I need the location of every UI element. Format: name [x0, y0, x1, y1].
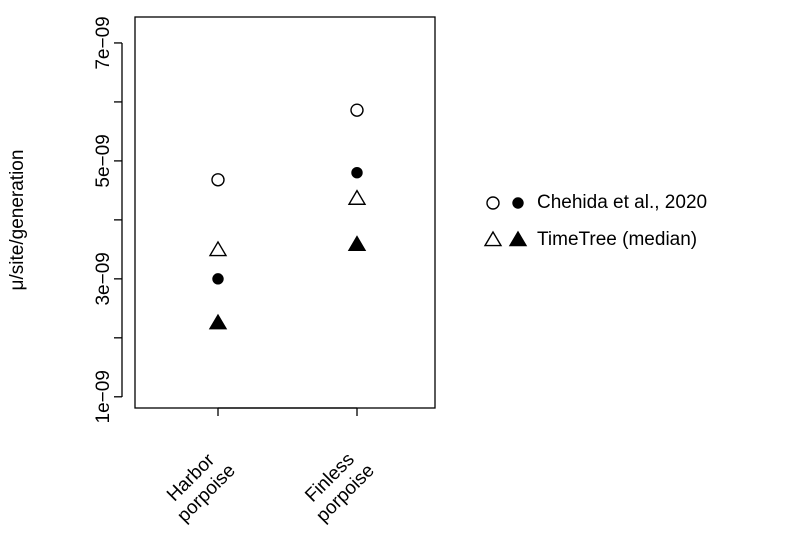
point — [347, 235, 367, 251]
y-tick-label: 7e−09 — [93, 16, 114, 69]
legend-label: TimeTree (median) — [537, 229, 697, 250]
legend-symbol — [483, 230, 503, 247]
legend-symbol — [508, 230, 528, 247]
legend-label: Chehida et al., 2020 — [537, 192, 707, 213]
point — [351, 166, 363, 179]
point — [212, 273, 224, 285]
point — [208, 313, 228, 330]
legend-symbol — [512, 197, 524, 209]
y-tick-label: 3e−09 — [93, 252, 114, 305]
legend-symbol — [486, 196, 500, 210]
y-axis-title: μ/site/generation — [7, 150, 28, 291]
point — [347, 189, 367, 205]
point — [350, 103, 364, 117]
point — [208, 240, 228, 257]
y-tick-label: 5e−09 — [93, 134, 114, 187]
y-tick-label: 1e−09 — [93, 370, 114, 423]
point — [211, 173, 225, 187]
plot-box — [134, 16, 436, 409]
